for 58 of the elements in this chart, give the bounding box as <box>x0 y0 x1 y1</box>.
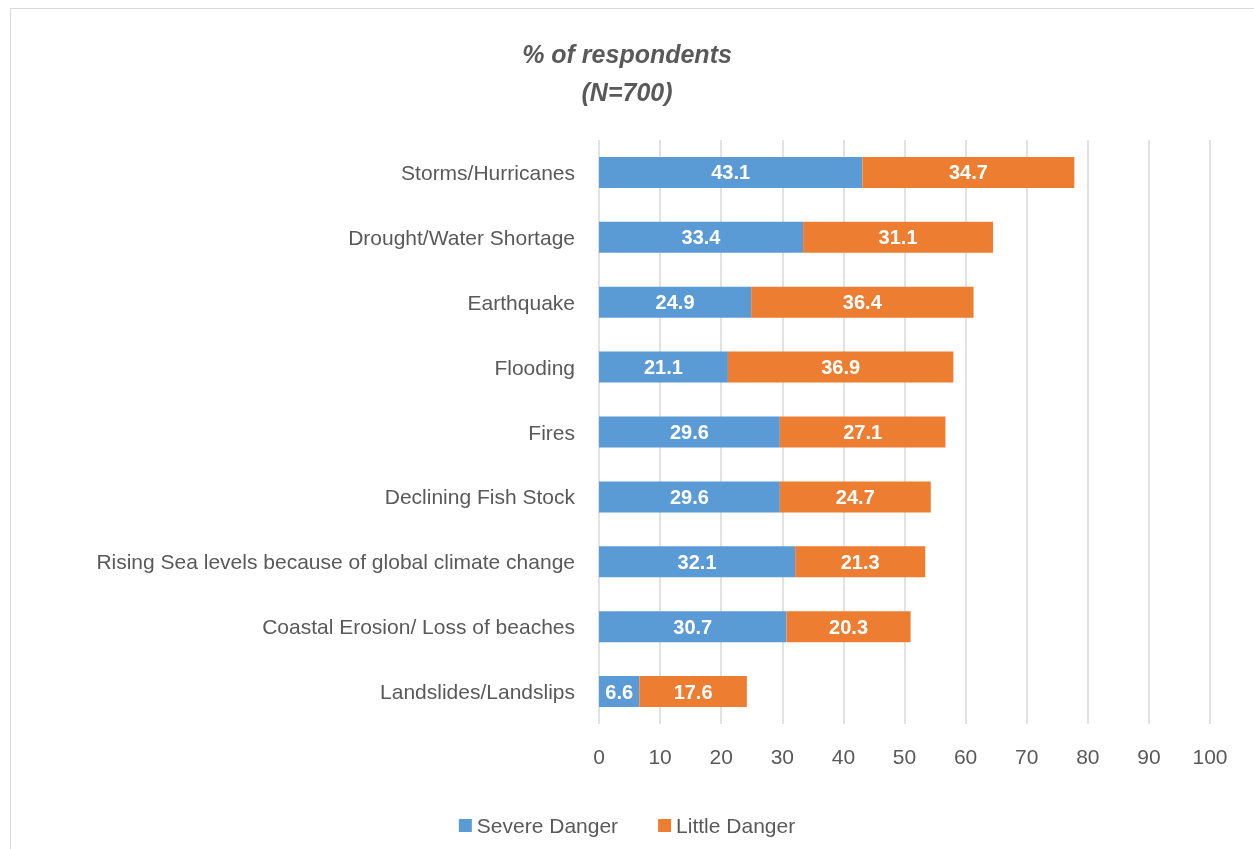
data-label: 17.6 <box>673 680 713 703</box>
y-tick-label: Rising Sea levels because of global climate change <box>96 550 575 574</box>
data-label: 36.9 <box>821 356 861 379</box>
bar <box>599 416 780 448</box>
data-label: 31.1 <box>878 226 918 249</box>
x-tick-label: 0 <box>593 745 605 768</box>
y-tick-label: Storms/Hurricanes <box>401 160 575 184</box>
data-label: 20.3 <box>829 615 869 638</box>
x-tick-label: 40 <box>831 745 856 768</box>
data-label: 6.6 <box>605 680 634 703</box>
bar <box>639 676 747 708</box>
data-label: 34.7 <box>948 161 988 184</box>
data-label: 32.1 <box>677 550 717 573</box>
y-tick-label: Drought/Water Shortage <box>348 225 575 249</box>
x-tick-label: 90 <box>1137 745 1161 768</box>
data-label: 24.9 <box>655 291 695 314</box>
y-tick-label: Declining Fish Stock <box>384 485 576 509</box>
x-tick-label: 100 <box>1192 745 1228 768</box>
bar <box>727 351 954 383</box>
data-label: 27.1 <box>843 421 883 443</box>
data-label: 30.7 <box>673 615 713 638</box>
x-tick-label: 70 <box>1015 745 1039 768</box>
data-label: 29.6 <box>669 421 709 443</box>
bar <box>599 611 787 643</box>
bar <box>786 611 911 643</box>
bar <box>599 286 752 318</box>
bar <box>779 481 931 513</box>
x-tick-label: 20 <box>709 745 733 768</box>
legend-label: Severe Danger <box>476 814 619 837</box>
bar <box>751 286 974 318</box>
bar <box>599 156 863 188</box>
x-tick-label: 30 <box>770 745 794 768</box>
x-tick-label: 10 <box>648 745 672 768</box>
y-tick-label: Landslides/Landslips <box>380 680 575 704</box>
x-tick-label: 80 <box>1076 745 1100 768</box>
data-label: 24.7 <box>835 485 875 508</box>
data-label: 43.1 <box>711 161 751 184</box>
x-tick-label: 60 <box>953 745 978 768</box>
data-label: 21.1 <box>643 356 683 379</box>
y-tick-label: Flooding <box>494 355 575 379</box>
data-label: 29.6 <box>669 485 709 508</box>
chart-title: % of respondents (N=700) <box>522 40 732 106</box>
y-tick-label: Coastal Erosion/ Loss of beaches <box>262 615 575 639</box>
bar <box>599 481 780 513</box>
bar <box>599 351 728 383</box>
data-label: 33.4 <box>681 226 722 249</box>
data-label: 21.3 <box>840 550 880 573</box>
bar <box>862 156 1075 188</box>
legend-label: Little Danger <box>676 814 796 837</box>
bar <box>803 221 994 253</box>
data-label: 36.4 <box>842 291 883 314</box>
bar <box>599 221 804 253</box>
bar <box>599 546 796 578</box>
bar <box>779 416 946 448</box>
x-tick-label: 50 <box>892 745 917 768</box>
bar <box>795 546 926 578</box>
y-tick-label: Fires <box>528 420 575 444</box>
y-tick-label: Earthquake <box>467 290 575 314</box>
